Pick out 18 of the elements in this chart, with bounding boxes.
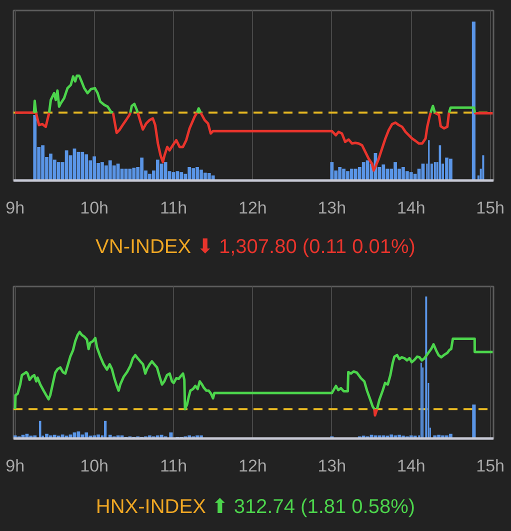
x-tick-label: 11h	[160, 198, 188, 218]
x-tick-label: 9h	[6, 456, 25, 476]
x-tick-label: 10h	[80, 456, 108, 476]
text: ⬆ 312.74 (1.81 0.58%)	[212, 496, 416, 518]
x-tick-label: 13h	[318, 198, 346, 218]
x-tick-label: 12h	[238, 198, 267, 218]
x-tick-label: 14h	[396, 198, 426, 218]
x-tick-label: 10h	[80, 198, 108, 218]
x-tick-label: 15h	[476, 198, 505, 218]
x-tick-label: 15h	[476, 456, 505, 476]
x-tick-label: 11h	[160, 456, 188, 476]
x-tick-label: 13h	[318, 456, 346, 476]
x-tick-label: 12h	[238, 456, 267, 476]
x-tick-label: 9h	[6, 198, 25, 218]
text: HNX-INDEX	[96, 496, 206, 518]
text: ⬇ 1,307.80 (0.11 0.01%)	[196, 236, 416, 258]
text: VN-INDEX	[96, 236, 192, 258]
x-tick-label: 14h	[396, 456, 426, 476]
